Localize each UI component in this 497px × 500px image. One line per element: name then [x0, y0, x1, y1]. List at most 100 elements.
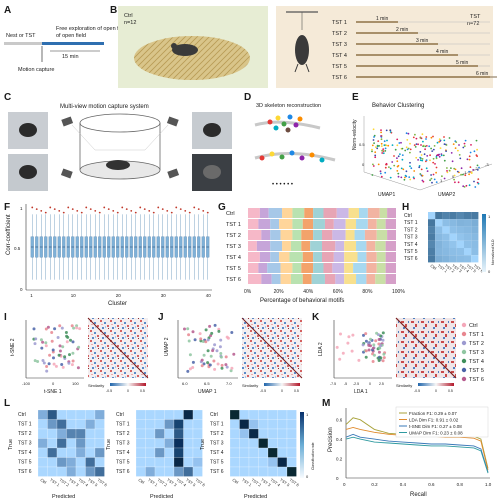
box-outlier: [107, 208, 110, 211]
panel-g-letter: G: [218, 202, 226, 213]
embedding-point: [224, 363, 228, 367]
embedding-point: [54, 364, 58, 368]
embedding-point: [202, 353, 206, 357]
embedding-point: [200, 358, 204, 362]
l-ylabel: True: [8, 439, 14, 450]
umap-point: [426, 170, 429, 173]
embedding-point: [230, 366, 234, 370]
confusion-cell: [229, 419, 240, 430]
embedding-point: [371, 360, 375, 363]
confusion-cell: [277, 466, 288, 477]
k-legend-marker: [461, 349, 467, 355]
kld-cell: [471, 226, 479, 234]
tst-group-label: TST 3: [332, 42, 347, 48]
box-outlier: [143, 208, 146, 211]
embedding-point: [45, 369, 49, 373]
embedding-point: [78, 327, 82, 331]
box-outlier: [175, 206, 178, 209]
umap-point: [443, 159, 446, 162]
umap-point: [472, 169, 475, 171]
umap-point: [453, 167, 456, 170]
g-segment: [345, 219, 357, 229]
panel-b-nest-image: [134, 36, 250, 80]
umap-point: [457, 181, 460, 184]
panel-a: A Nest or TST Free exploration of open f…: [4, 5, 127, 73]
confusion-cell: [85, 466, 96, 477]
confusion-cell: [239, 419, 250, 430]
confusion-cell: [94, 428, 105, 439]
embedding-point: [41, 359, 45, 362]
umap-point: [468, 170, 470, 173]
g-segment: [256, 241, 271, 251]
l-col-label: TST 3: [260, 477, 272, 488]
box-outlier: [148, 209, 151, 212]
kld-cell: [428, 219, 436, 227]
kld-cell: [428, 226, 436, 234]
l-col-label: TST 2: [156, 477, 168, 488]
umap-point: [405, 132, 408, 135]
umap-point: [474, 186, 477, 188]
k-legend-label: TST 3: [469, 350, 484, 356]
panel-k-cb-label: Similarity: [396, 383, 412, 388]
umap-point: [476, 169, 479, 171]
g-segment: [376, 230, 388, 240]
g-segment: [385, 274, 396, 284]
panel-i-xt-1: 0: [52, 381, 55, 386]
confusion-cell: [229, 447, 240, 458]
confusion-cell: [94, 447, 105, 458]
panel-f-yt-2: 0: [20, 287, 23, 292]
l-row-label: TST 3: [210, 441, 224, 447]
box-outlier: [58, 209, 61, 212]
confusion-cell: [183, 409, 194, 420]
box-outlier: [35, 208, 38, 211]
umap-point: [424, 145, 427, 148]
umap-point: [388, 166, 390, 169]
embedding-point: [77, 345, 81, 349]
panel-c-mouse1-icon: [19, 123, 37, 137]
umap-point: [443, 143, 446, 146]
panel-i-cb-tick-2: 0.5: [140, 389, 145, 393]
g-segment: [261, 230, 271, 240]
umap-point: [409, 148, 412, 151]
g-segment: [248, 274, 262, 284]
box-outlier: [98, 211, 101, 214]
embedding-point: [372, 353, 376, 357]
umap-point: [468, 158, 471, 161]
embedding-point: [220, 363, 224, 367]
g-row-label: TST 4: [226, 255, 241, 261]
g-segment: [387, 208, 396, 218]
confusion-cell: [66, 466, 77, 477]
umap-point: [419, 159, 422, 162]
embedding-point: [381, 331, 385, 335]
embedding-point: [188, 367, 192, 371]
l-row-label: TST 4: [18, 450, 32, 456]
g-segment: [248, 252, 260, 262]
confusion-cell: [258, 457, 269, 468]
confusion-cell: [183, 438, 194, 449]
panel-m-xlabel: Recall: [410, 492, 427, 498]
confusion-cell: [286, 438, 297, 449]
embedding-point: [212, 359, 216, 363]
umap-point: [389, 176, 392, 179]
panel-c-camera4-icon: [167, 168, 180, 179]
umap-point: [396, 138, 399, 141]
umap-point: [443, 139, 446, 142]
panel-i-cb-tick-0: -0.5: [106, 389, 112, 393]
umap-point: [401, 158, 404, 161]
kld-cell: [464, 212, 472, 220]
embedding-point: [46, 325, 50, 329]
panel-i-ylabel: t-SNE 2: [10, 338, 16, 356]
g-segment: [385, 263, 396, 273]
confusion-cell: [75, 428, 86, 439]
embedding-point: [364, 349, 368, 353]
m-legend-label: Fraction F1: 0.29 ± 0.07: [409, 411, 457, 416]
confusion-cell: [94, 419, 105, 430]
k-legend-label: TST 6: [469, 377, 484, 383]
box-outlier: [152, 211, 155, 214]
embedding-point: [224, 355, 228, 359]
umap-point: [402, 168, 405, 171]
confusion-cell: [164, 466, 175, 477]
umap-point: [453, 178, 455, 181]
embedding-point: [216, 362, 220, 366]
kld-cell: [449, 233, 457, 241]
